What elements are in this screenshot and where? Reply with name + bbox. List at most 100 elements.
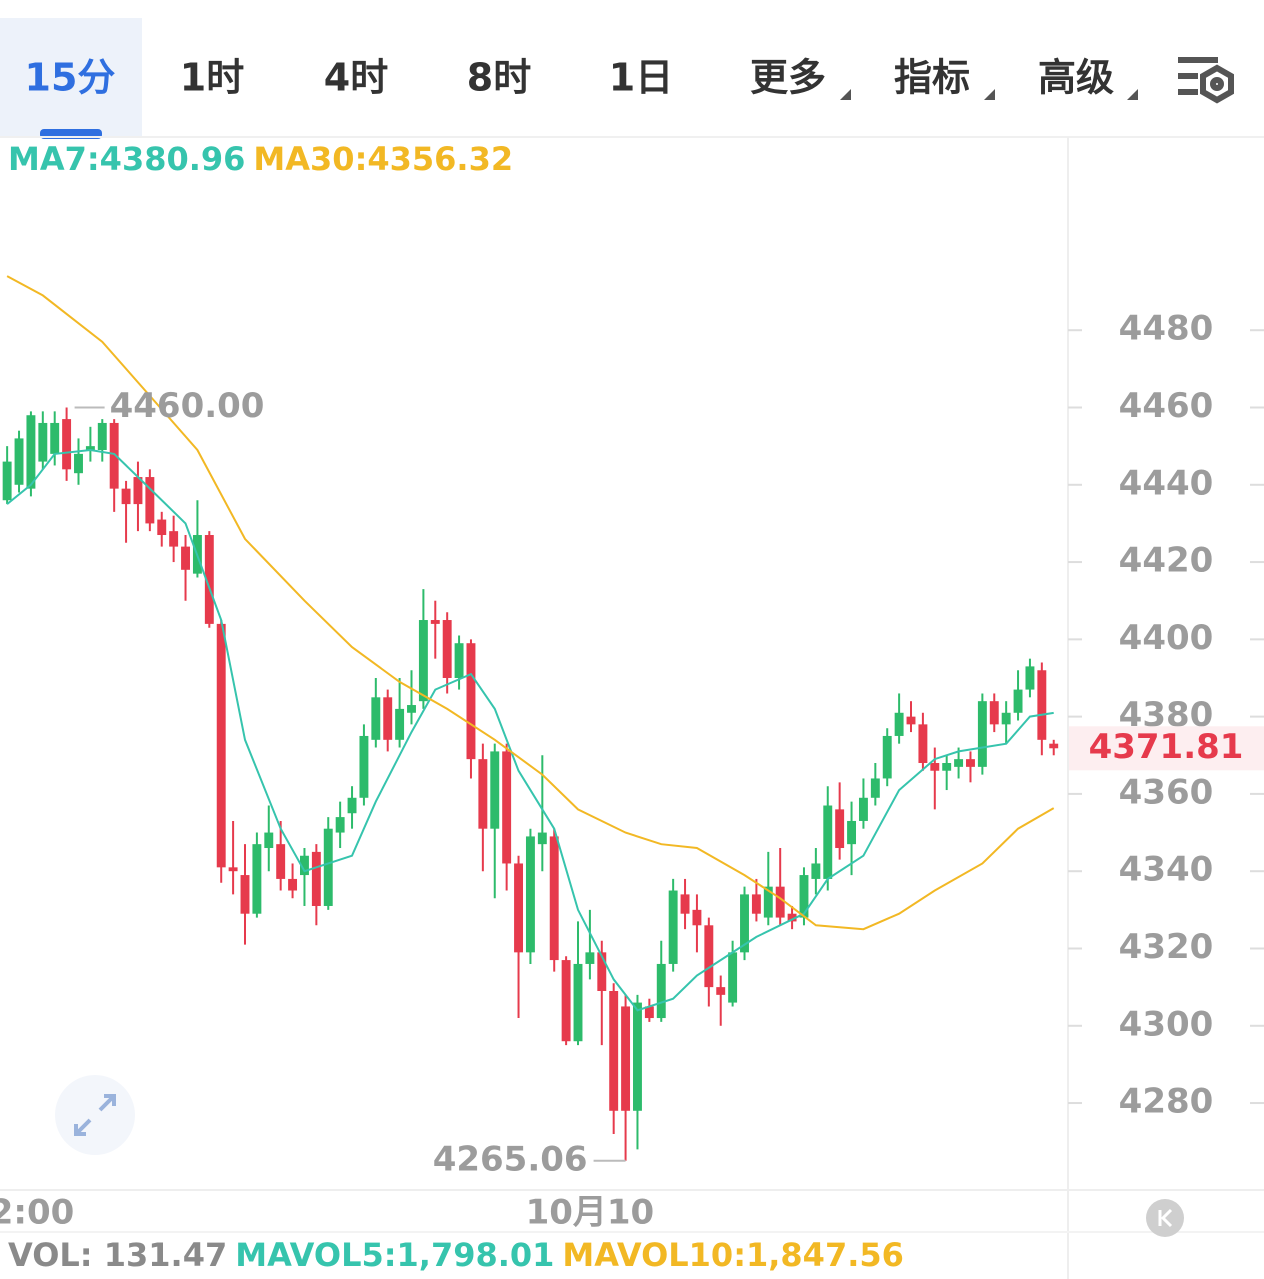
legend-item: MAVOL10:1,847.56 bbox=[562, 1236, 903, 1274]
legend-item: MA30:4356.32 bbox=[253, 140, 513, 178]
candle-body bbox=[514, 863, 523, 953]
candle-body bbox=[858, 797, 868, 821]
candle-body bbox=[264, 832, 274, 849]
y-tick-label: 4480 bbox=[1119, 309, 1214, 349]
candle-body bbox=[537, 832, 547, 845]
candle-body bbox=[525, 836, 535, 953]
y-tick-label: 4280 bbox=[1119, 1082, 1214, 1122]
candle-body bbox=[573, 963, 583, 1042]
candle-body bbox=[633, 1002, 642, 1111]
candle-body bbox=[228, 867, 238, 872]
candle-body bbox=[502, 751, 512, 864]
candle-body bbox=[2, 461, 12, 501]
y-tick-label: 4300 bbox=[1119, 1004, 1214, 1044]
candle-body bbox=[835, 809, 845, 849]
candle-body bbox=[549, 836, 559, 961]
y-tick-label: 4460 bbox=[1119, 386, 1214, 426]
candle-body bbox=[668, 890, 678, 964]
candle-body bbox=[799, 875, 809, 918]
ma-line bbox=[6, 275, 1055, 931]
candle-body bbox=[609, 990, 619, 1111]
candle-body bbox=[121, 488, 131, 505]
candle-body bbox=[954, 759, 964, 767]
min-marker-label: 4265.06 bbox=[433, 1139, 588, 1179]
candle-body bbox=[989, 701, 999, 725]
candle-body bbox=[418, 620, 428, 702]
candle-body bbox=[335, 817, 345, 833]
candle-body bbox=[85, 446, 95, 451]
candle-body bbox=[109, 422, 119, 489]
candle-body bbox=[181, 546, 190, 570]
candle-body bbox=[1049, 743, 1059, 749]
ma-line bbox=[6, 448, 1054, 1012]
candle-body bbox=[775, 886, 785, 918]
candle-body bbox=[918, 724, 928, 764]
candle-body bbox=[823, 805, 833, 879]
candle-body bbox=[26, 415, 36, 489]
candle-body bbox=[977, 701, 987, 767]
dropdown-arrow bbox=[840, 89, 851, 100]
tab[interactable]: 1日 bbox=[609, 56, 673, 100]
candle-body bbox=[1013, 689, 1023, 713]
legend-item: VOL: 131.47 bbox=[8, 1236, 227, 1274]
candle-body bbox=[300, 855, 309, 876]
candle-body bbox=[74, 453, 83, 474]
candle-body bbox=[442, 620, 452, 678]
candle-body bbox=[811, 863, 821, 879]
tab[interactable]: 8时 bbox=[467, 56, 531, 100]
candle-body bbox=[787, 913, 797, 922]
plot bbox=[2, 275, 1059, 1161]
candle-body bbox=[347, 797, 357, 814]
candle-body bbox=[930, 763, 940, 771]
x-tick-label: 10月10 bbox=[526, 1193, 655, 1233]
candle-body bbox=[466, 643, 476, 760]
last-price-label: 4371.81 bbox=[1089, 727, 1244, 767]
candle-body bbox=[740, 894, 749, 953]
candle-body bbox=[1037, 670, 1047, 740]
candle-body bbox=[966, 759, 975, 767]
candle-body bbox=[906, 716, 916, 725]
y-tick-label: 4420 bbox=[1119, 541, 1214, 581]
candle-body bbox=[585, 952, 595, 964]
candle-body bbox=[395, 708, 405, 740]
candle-body bbox=[561, 960, 571, 1042]
y-tick-label: 4400 bbox=[1119, 618, 1214, 658]
candle-body bbox=[430, 620, 440, 624]
y-tick-label: 4440 bbox=[1119, 463, 1214, 503]
tab[interactable]: 15分 bbox=[25, 56, 116, 100]
scroll-icon bbox=[1158, 1208, 1173, 1228]
settings-icon[interactable] bbox=[1178, 57, 1234, 104]
dropdown-arrow bbox=[984, 89, 995, 100]
candle-body bbox=[847, 820, 857, 845]
candle-body bbox=[216, 623, 226, 868]
candle-body bbox=[1001, 712, 1011, 725]
candle-body bbox=[680, 894, 690, 914]
candle-body bbox=[716, 987, 726, 995]
candle-body bbox=[157, 519, 167, 536]
candle-body bbox=[1025, 666, 1035, 690]
candle-body bbox=[644, 1006, 654, 1019]
last-price-tag bbox=[1069, 726, 1264, 771]
candle-body bbox=[870, 778, 880, 798]
candle-body bbox=[882, 735, 892, 779]
candle-body bbox=[276, 844, 286, 879]
candle-body bbox=[288, 878, 298, 891]
candle-body bbox=[14, 438, 24, 485]
candle-body bbox=[478, 759, 488, 829]
candle-body bbox=[97, 422, 107, 451]
tab[interactable]: 指标 bbox=[894, 56, 970, 100]
candle-body bbox=[38, 422, 48, 462]
expand-button[interactable] bbox=[55, 1075, 135, 1155]
candle-body bbox=[383, 697, 393, 740]
tab[interactable]: 1时 bbox=[180, 56, 244, 100]
y-tick-label: 4320 bbox=[1119, 927, 1214, 967]
tab[interactable]: 高级 bbox=[1038, 56, 1114, 100]
tab[interactable]: 更多 bbox=[750, 56, 826, 100]
candle-body bbox=[597, 952, 607, 991]
tab[interactable]: 4时 bbox=[324, 56, 388, 100]
tab-selected-bg bbox=[0, 18, 142, 137]
candle-body bbox=[728, 952, 738, 1003]
candle-body bbox=[407, 705, 416, 713]
